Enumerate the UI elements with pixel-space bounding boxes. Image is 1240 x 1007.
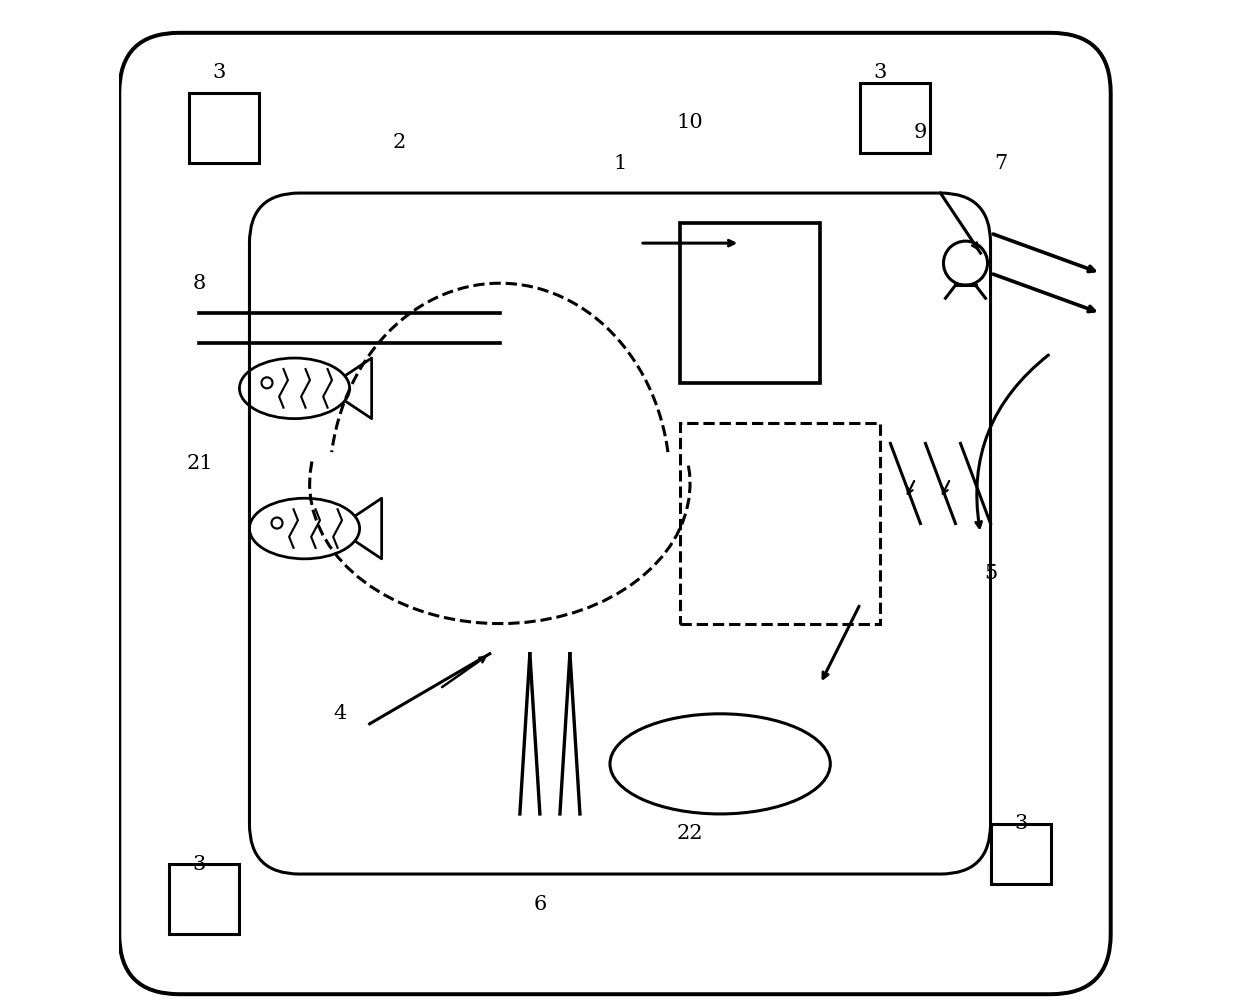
Text: 3: 3 bbox=[213, 63, 226, 83]
Bar bbox=[680, 224, 821, 384]
Bar bbox=[680, 423, 880, 623]
Text: 21: 21 bbox=[186, 454, 213, 473]
Text: 2: 2 bbox=[393, 134, 407, 152]
Text: 5: 5 bbox=[983, 564, 997, 583]
Bar bbox=[170, 864, 239, 934]
Text: 7: 7 bbox=[994, 153, 1007, 172]
Bar bbox=[861, 83, 930, 153]
Text: 4: 4 bbox=[334, 704, 346, 723]
Text: 8: 8 bbox=[192, 274, 206, 293]
Bar bbox=[190, 93, 259, 163]
Text: 10: 10 bbox=[677, 114, 703, 133]
Text: 1: 1 bbox=[614, 153, 626, 172]
Bar bbox=[991, 824, 1050, 884]
Text: 22: 22 bbox=[677, 825, 703, 844]
Text: 6: 6 bbox=[533, 894, 547, 913]
Text: 9: 9 bbox=[914, 124, 928, 142]
Text: 3: 3 bbox=[1014, 815, 1027, 834]
Text: 3: 3 bbox=[192, 855, 206, 873]
Text: 3: 3 bbox=[874, 63, 887, 83]
